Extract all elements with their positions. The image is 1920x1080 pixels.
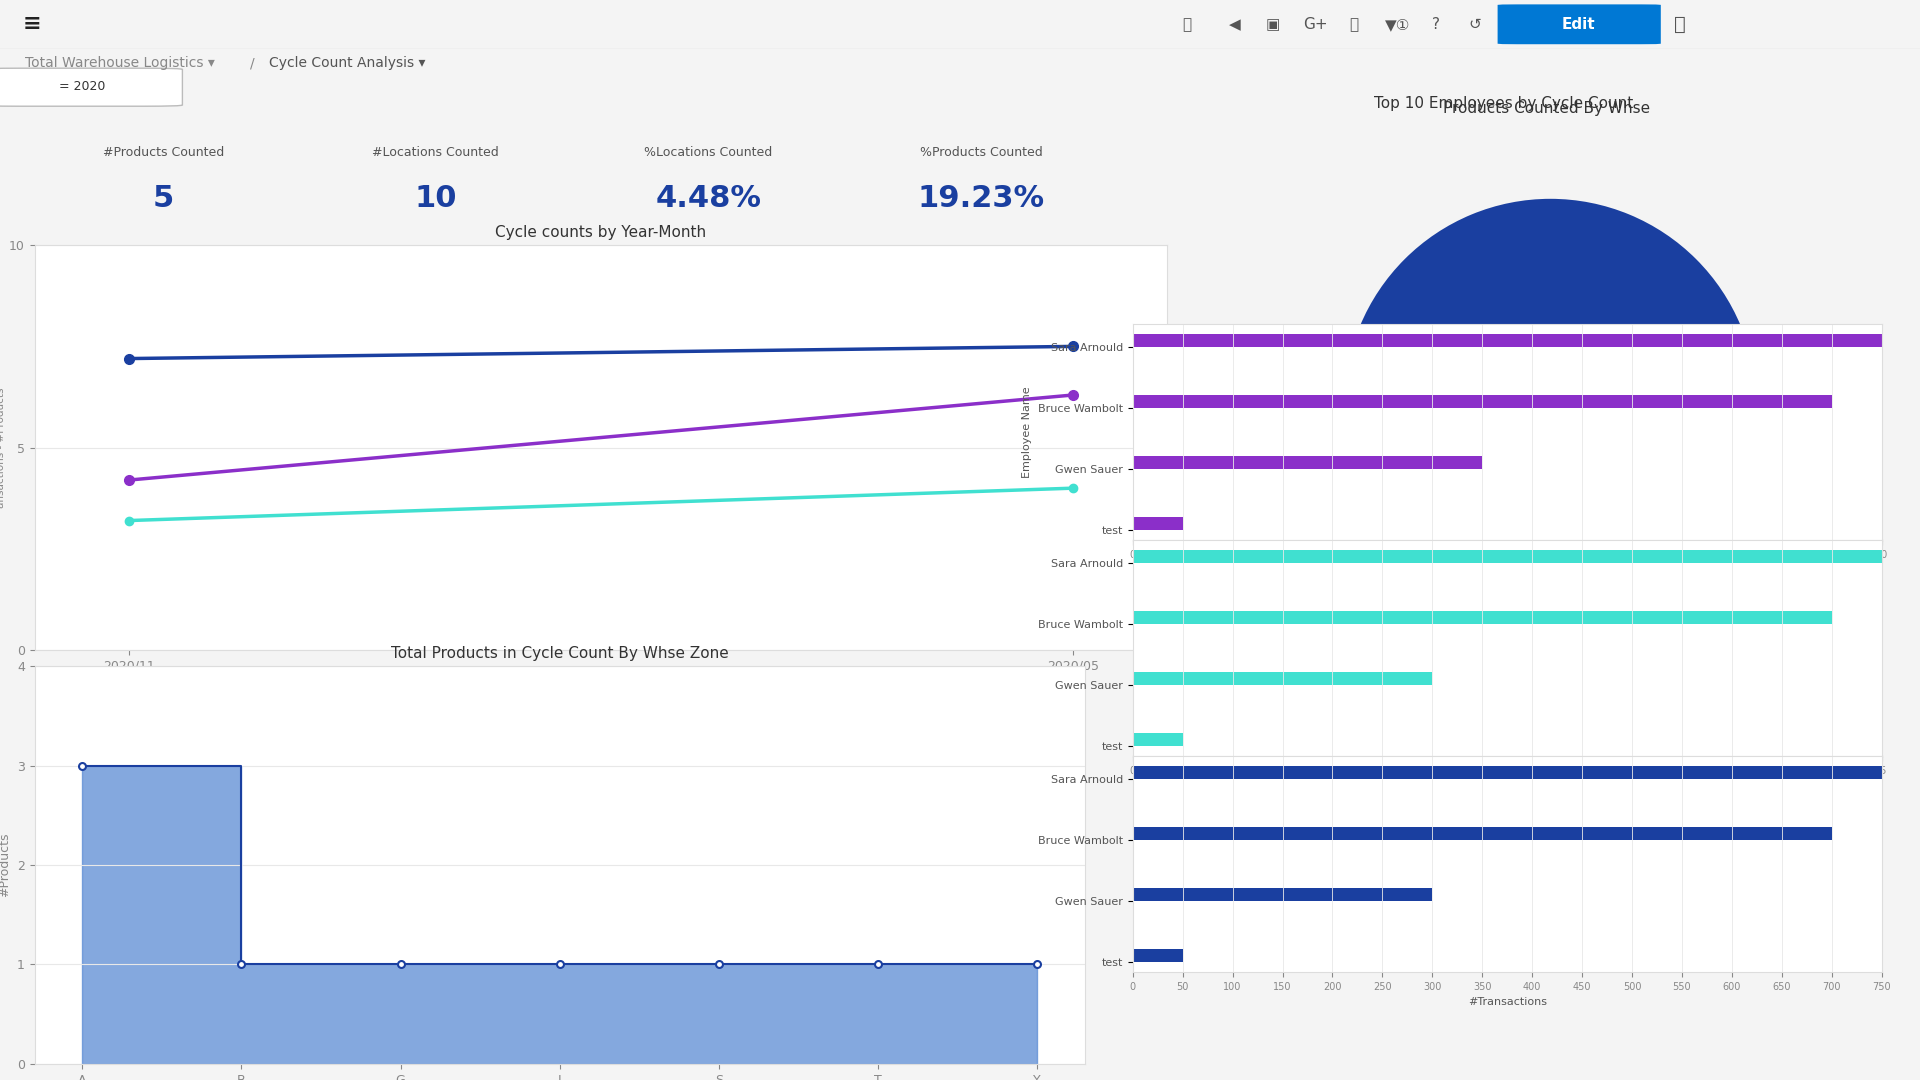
- Text: 🔗: 🔗: [1183, 17, 1190, 31]
- Title: Top 10 Employees by Cycle Count: Top 10 Employees by Cycle Count: [1373, 96, 1634, 111]
- Text: 🔖: 🔖: [1350, 17, 1357, 31]
- Bar: [1133, 672, 1432, 685]
- Text: Edit: Edit: [1561, 17, 1596, 31]
- Title: Total Products in Cycle Count By Whse Zone: Total Products in Cycle Count By Whse Zo…: [392, 646, 728, 661]
- Text: SJA: SJA: [1548, 626, 1567, 639]
- Text: = 2020: = 2020: [60, 80, 106, 93]
- Bar: [1133, 827, 1832, 840]
- Bar: [1133, 948, 1183, 962]
- Text: ▼①: ▼①: [1384, 17, 1411, 31]
- X-axis label: #Locations: #Locations: [1476, 565, 1538, 576]
- Text: ≡: ≡: [23, 14, 42, 35]
- Text: Cycle Count Analysis ▾: Cycle Count Analysis ▾: [269, 56, 426, 70]
- Legend: #Transactions, #Products, #Locations: #Transactions, #Products, #Locations: [453, 708, 749, 731]
- Bar: [1133, 334, 1882, 348]
- X-axis label: #Products: #Products: [1478, 781, 1536, 792]
- Y-axis label: ansactions - #Products: ansactions - #Products: [0, 388, 6, 508]
- Text: Total Warehouse Logistics ▾: Total Warehouse Logistics ▾: [25, 56, 215, 70]
- Text: 19.23%: 19.23%: [918, 184, 1044, 213]
- Text: 10: 10: [415, 184, 457, 213]
- Text: ?: ?: [1432, 17, 1440, 31]
- Text: #Locations Counted: #Locations Counted: [372, 147, 499, 160]
- Bar: [1133, 395, 1832, 408]
- Text: %Locations Counted: %Locations Counted: [645, 147, 772, 160]
- FancyBboxPatch shape: [0, 68, 182, 106]
- FancyBboxPatch shape: [1498, 4, 1661, 44]
- Title: Cycle counts by Year-Month: Cycle counts by Year-Month: [495, 225, 707, 240]
- Text: G+: G+: [1304, 17, 1327, 31]
- Text: ⬛: ⬛: [1674, 15, 1686, 33]
- Bar: [1133, 732, 1183, 746]
- Bar: [1133, 456, 1482, 469]
- Text: 4.48%: 4.48%: [655, 184, 762, 213]
- Bar: [1133, 888, 1432, 901]
- Text: ◀: ◀: [1229, 17, 1240, 31]
- Bar: [1133, 611, 1832, 624]
- Text: ▣: ▣: [1265, 17, 1281, 31]
- Text: ↺: ↺: [1469, 17, 1480, 31]
- Bar: [1133, 550, 1882, 564]
- Text: %Products Counted: %Products Counted: [920, 147, 1043, 160]
- Text: #Products Counted: #Products Counted: [102, 147, 225, 160]
- X-axis label: Year/Month: Year/Month: [566, 678, 636, 691]
- Y-axis label: #Products: #Products: [0, 833, 12, 897]
- Bar: [1133, 766, 1882, 780]
- Title: Products Counted By Whse: Products Counted By Whse: [1444, 100, 1649, 116]
- Text: 5: 5: [152, 184, 175, 213]
- Text: /: /: [250, 56, 253, 70]
- Bar: [1133, 516, 1183, 530]
- X-axis label: #Transactions: #Transactions: [1467, 997, 1548, 1008]
- Y-axis label: Employee Name: Employee Name: [1021, 387, 1033, 477]
- Wedge shape: [1344, 199, 1757, 611]
